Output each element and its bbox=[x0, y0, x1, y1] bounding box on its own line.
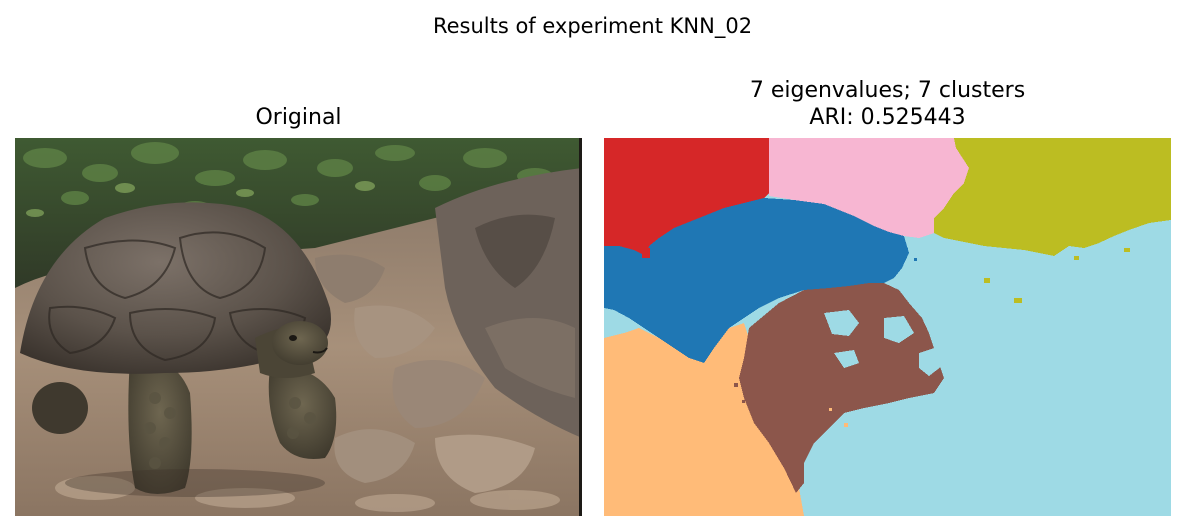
cluster-noise-red bbox=[642, 150, 733, 258]
rock-formation bbox=[315, 168, 582, 493]
segmentation-title-line1: 7 eigenvalues; 7 clusters bbox=[749, 78, 1026, 103]
tortoise bbox=[20, 202, 337, 497]
segmentation-title-line2: ARI: 0.525443 bbox=[809, 105, 966, 130]
segmentation-map bbox=[604, 138, 1171, 516]
segmentation-title: 7 eigenvalues; 7 clusters ARI: 0.525443 bbox=[604, 77, 1171, 131]
cluster-region-red bbox=[604, 138, 769, 256]
figure-suptitle: Results of experiment KNN_02 bbox=[432, 14, 753, 38]
cluster-region-olive bbox=[934, 138, 1171, 256]
cluster-noise-blue bbox=[604, 248, 917, 300]
cluster-noise-olive bbox=[984, 248, 1130, 303]
cluster-segmentation bbox=[604, 138, 1171, 516]
cluster-holes-lightblue bbox=[804, 310, 942, 486]
cluster-noise-brown bbox=[734, 383, 772, 431]
original-image-title: Original bbox=[255, 105, 342, 130]
cluster-noise-peach bbox=[829, 408, 848, 427]
cluster-region-blue bbox=[604, 198, 909, 363]
tortoise-photo bbox=[15, 138, 582, 516]
original-image bbox=[15, 138, 582, 516]
cluster-region-pink bbox=[769, 138, 969, 238]
cluster-region-peach bbox=[604, 323, 804, 516]
